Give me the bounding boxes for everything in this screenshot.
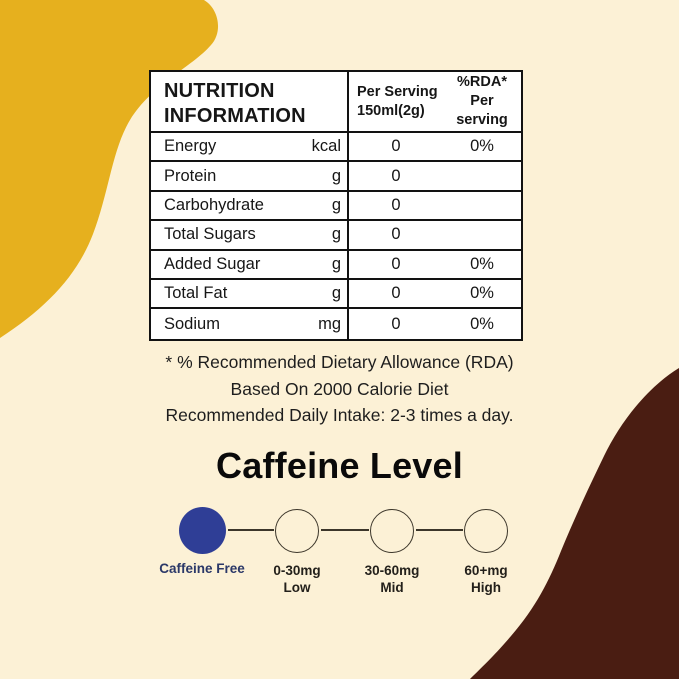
nutrient-name: Sodium — [164, 314, 220, 333]
nutrient-name: Carbohydrate — [164, 195, 264, 214]
per-serving-value: 0 — [391, 166, 401, 185]
caffeine-free-selected-dot — [179, 507, 226, 554]
caffeine-low-dot — [275, 509, 319, 553]
nutrient-unit: g — [331, 225, 341, 244]
meter-connector-line — [416, 529, 463, 531]
rda-sublabel: Per serving — [456, 93, 508, 128]
nutrient-name: Protein — [164, 166, 217, 185]
per-serving-value: 0 — [391, 195, 401, 214]
per-serving-value: 0 — [391, 137, 401, 156]
column-header-per-serving: Per Serving 150ml(2g) — [349, 83, 443, 121]
nutrient-unit: g — [331, 195, 341, 214]
table-row: Added Sugar g 0 0% — [151, 250, 521, 280]
rda-value: 0% — [470, 137, 494, 156]
table-row: Total Sugars g 0 — [151, 221, 521, 251]
table-title-line1: NUTRITION — [164, 80, 275, 102]
rda-value: 0% — [470, 254, 494, 273]
nutrient-unit: g — [331, 254, 341, 273]
table-row: Total Fat g 0 0% — [151, 279, 521, 310]
nutrient-unit: g — [331, 166, 341, 185]
footnote-line: Recommended Daily Intake: 2-3 times a da… — [165, 405, 514, 425]
table-row: Protein g 0 — [151, 162, 521, 192]
footnote-line: * % Recommended Dietary Allowance (RDA) — [165, 352, 514, 372]
rda-value — [443, 162, 521, 189]
rda-value — [443, 192, 521, 219]
table-title: NUTRITION INFORMATION — [151, 72, 349, 131]
level-label-low: 0-30mg Low — [273, 563, 321, 595]
table-row: Energy kcal 0 0% — [151, 133, 521, 163]
yellow-blob-shape — [0, 0, 219, 338]
nutrient-name: Total Fat — [164, 284, 228, 303]
nutrient-name: Added Sugar — [164, 254, 261, 273]
level-label-mid: 30-60mg Mid — [364, 563, 420, 595]
rda-footnotes: * % Recommended Dietary Allowance (RDA) … — [0, 349, 679, 429]
nutrient-name: Total Sugars — [164, 225, 256, 244]
table-column-headers: Per Serving 150ml(2g) %RDA* Per serving — [349, 72, 521, 131]
rda-value: 0% — [470, 284, 494, 303]
table-header-row: NUTRITION INFORMATION Per Serving 150ml(… — [151, 72, 521, 133]
rda-value — [443, 221, 521, 248]
per-serving-value: 0 — [391, 225, 401, 244]
nutrition-information-table: NUTRITION INFORMATION Per Serving 150ml(… — [149, 70, 523, 341]
level-label-caffeine-free: Caffeine Free — [159, 561, 245, 576]
nutrient-unit: mg — [318, 314, 341, 333]
rda-value: 0% — [470, 314, 494, 333]
caffeine-high-dot — [464, 509, 508, 553]
caffeine-level-heading: Caffeine Level — [216, 445, 463, 486]
meter-connector-line — [228, 529, 274, 531]
nutrient-name: Energy — [164, 137, 217, 156]
per-serving-value: 0 — [391, 314, 401, 333]
caffeine-mid-dot — [370, 509, 414, 553]
column-header-rda: %RDA* Per serving — [443, 73, 521, 130]
brown-blob-shape — [470, 368, 679, 679]
nutrient-unit: g — [331, 284, 341, 303]
per-serving-value: 0 — [391, 284, 401, 303]
table-title-line2: INFORMATION — [164, 105, 306, 127]
nutrient-unit: kcal — [311, 137, 341, 156]
table-row: Sodium mg 0 0% — [151, 309, 521, 339]
footnote-line: Based On 2000 Calorie Diet — [230, 378, 449, 399]
meter-connector-line — [321, 529, 369, 531]
serving-size-label: 150ml(2g) — [357, 102, 425, 119]
table-row: Carbohydrate g 0 — [151, 191, 521, 222]
per-serving-value: 0 — [391, 254, 401, 273]
level-label-high: 60+mg High — [464, 563, 508, 595]
per-serving-label: Per Serving — [357, 83, 438, 100]
rda-label: %RDA* — [457, 74, 507, 90]
